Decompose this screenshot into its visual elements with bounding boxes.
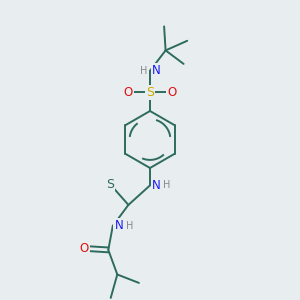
Text: N: N [152, 179, 160, 192]
Text: O: O [80, 242, 89, 255]
Text: N: N [114, 219, 123, 232]
Text: O: O [167, 86, 176, 99]
Text: O: O [124, 86, 133, 99]
Text: N: N [152, 64, 160, 77]
Text: H: H [163, 180, 170, 190]
Text: S: S [146, 86, 154, 99]
Text: H: H [140, 66, 148, 76]
Text: H: H [126, 221, 133, 231]
Text: S: S [106, 178, 114, 191]
